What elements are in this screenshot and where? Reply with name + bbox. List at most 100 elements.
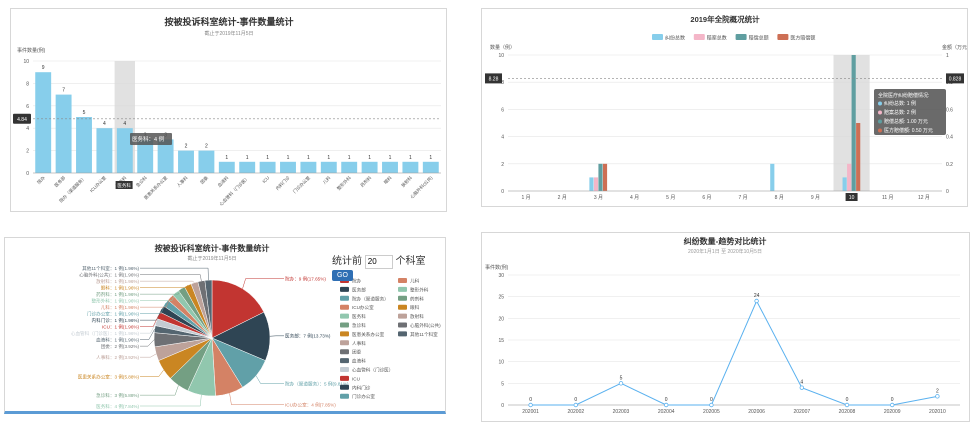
bar-value-label: 1 xyxy=(348,155,351,161)
legend-swatch xyxy=(777,34,789,40)
bar xyxy=(589,177,594,191)
pie-slice-label: 人事科：2 例(3.92%) xyxy=(96,354,139,361)
legend-label: ICU办公室 xyxy=(352,304,374,311)
bar xyxy=(55,94,72,173)
top-n-control: 统计前 个科室 GO xyxy=(332,252,445,281)
x-tick-label: 4 月 xyxy=(630,195,639,201)
tooltip-marker xyxy=(878,101,882,106)
data-label: 5 xyxy=(620,375,623,381)
pie-slice-label: 心脑外科(公共)：1 例(1.96%) xyxy=(79,271,139,278)
x-tick-label: 202007 xyxy=(793,409,810,415)
pie-leader-line xyxy=(140,288,182,295)
legend-label: 其他11个科室 xyxy=(410,331,438,338)
bar xyxy=(593,177,599,191)
tooltip-line: 纠纷总数: 1 例 xyxy=(884,100,916,107)
y2-tick-label: 0.2 xyxy=(946,162,953,168)
legend-label: 医务科 xyxy=(352,313,366,320)
pie-leader-line xyxy=(140,353,157,358)
y-tick-label: 8 xyxy=(501,80,504,86)
chart-title: 纠纷数量-趋势对比统计 xyxy=(684,236,767,246)
pie-leader-line xyxy=(140,292,176,301)
tooltip-box xyxy=(874,89,946,135)
pie-leader-line xyxy=(140,322,157,334)
bar xyxy=(602,163,608,191)
highlight-band xyxy=(833,55,870,191)
legend-swatch xyxy=(340,286,349,292)
pie-leader-line xyxy=(140,369,164,377)
pie-slice-label: ICU：1 例(1.96%) xyxy=(102,323,139,330)
axis-pointer-right-label: 0.828 xyxy=(949,76,962,82)
x-tick-label: 放射科 xyxy=(400,174,415,189)
bar-value-label: 1 xyxy=(368,155,371,161)
legend-swatch xyxy=(340,358,349,364)
pie-slice-label: 放射科：1 例(1.96%) xyxy=(96,278,139,285)
tooltip-marker xyxy=(878,110,882,115)
data-point xyxy=(890,402,895,408)
pie-slice-label: ICU办公室：4 例(7.85%) xyxy=(285,402,336,409)
legend-label: 赔偿总额 xyxy=(749,35,769,42)
data-point xyxy=(663,402,669,408)
pie-slice-label: 门诊办公室：1 例(1.96%) xyxy=(87,310,140,317)
y2-tick-label: 0.4 xyxy=(946,135,953,141)
bar xyxy=(218,161,235,173)
legend-label: 整形外科 xyxy=(410,286,429,293)
legend-swatch xyxy=(398,313,407,319)
legend-label: 药剂科 xyxy=(410,295,424,302)
tooltip-marker xyxy=(878,128,882,133)
data-label: 4 xyxy=(800,380,803,386)
x-tick-label: 团委 xyxy=(199,174,211,186)
legend-label: 心血管科（门诊医） xyxy=(352,367,393,374)
x-tick-label: 眼科 xyxy=(382,174,394,186)
legend-label: 团委 xyxy=(352,349,362,356)
bar-value-label: 2 xyxy=(185,144,188,150)
top-n-input[interactable] xyxy=(364,254,393,269)
data-label: 0 xyxy=(574,397,577,403)
y-tick-label: 0 xyxy=(501,189,504,195)
axis-pointer-label: 4.84 xyxy=(17,117,27,123)
y-tick-label: 4 xyxy=(26,126,29,132)
legend-swatch xyxy=(398,295,407,301)
panel-dispute-trend: 纠纷数量-趋势对比统计 2020年1月1日 至 2020年10月5日 事件数(例) 0… xyxy=(481,232,970,422)
pie-slice-label: 院办：9 例(17.65%) xyxy=(285,275,326,282)
bar-value-label: 4 xyxy=(123,121,126,127)
legend-swatch xyxy=(340,384,349,390)
pie-leader-line xyxy=(242,278,284,289)
legend-label: 心脑外科(公共) xyxy=(410,322,441,329)
x-tick-label: 药剂科 xyxy=(359,174,374,189)
x-tick-label: 202005 xyxy=(703,409,720,415)
x-tick-label: 10 xyxy=(849,195,855,201)
data-point xyxy=(573,402,578,408)
x-tick-label: 心脑外科(公共) xyxy=(409,174,435,200)
tooltip-marker xyxy=(878,119,882,124)
pie-slice-label: 急诊科：3 例(5.88%) xyxy=(96,392,139,399)
data-point xyxy=(618,381,624,386)
legend-swatch xyxy=(340,313,349,319)
y-tick-label: 30 xyxy=(498,273,504,279)
y2-tick-label: 0 xyxy=(946,189,949,195)
legend-label: ICU xyxy=(352,376,360,381)
y-tick-label: 15 xyxy=(498,338,504,344)
y-axis-label: 事件数量(例) xyxy=(17,47,46,54)
pie-leader-line xyxy=(140,274,202,282)
pie-slice-label: 医务科：4 例(7.84%) xyxy=(96,403,139,410)
x-tick-label: 5 月 xyxy=(666,195,675,201)
data-label: 24 xyxy=(754,293,760,299)
pie-leader-line xyxy=(140,328,155,340)
chart-subtitle: 截止于2019年11月5日 xyxy=(187,255,236,262)
panel-department-bar: 按被投诉科室统计-事件数量统计 截止于2019年11月5日 事件数量(例) 0 2 4 6 8… xyxy=(10,8,447,212)
legend-label: 医务部 xyxy=(352,286,366,293)
bar-value-label: 1 xyxy=(225,155,228,161)
pie-leader-line xyxy=(140,315,159,327)
x-tick-label: 11 月 xyxy=(882,195,894,201)
legend-label: 急诊科 xyxy=(352,322,366,329)
bar-value-label: 1 xyxy=(409,155,412,161)
go-button[interactable]: GO xyxy=(332,269,353,281)
chart-subtitle: 2020年1月1日 至 2020年10月5日 xyxy=(688,248,762,255)
pie-slice-label: 药剂科：1 例(1.96%) xyxy=(96,291,139,298)
legend-swatch xyxy=(340,340,349,346)
bar xyxy=(341,161,358,173)
bar xyxy=(157,139,174,173)
